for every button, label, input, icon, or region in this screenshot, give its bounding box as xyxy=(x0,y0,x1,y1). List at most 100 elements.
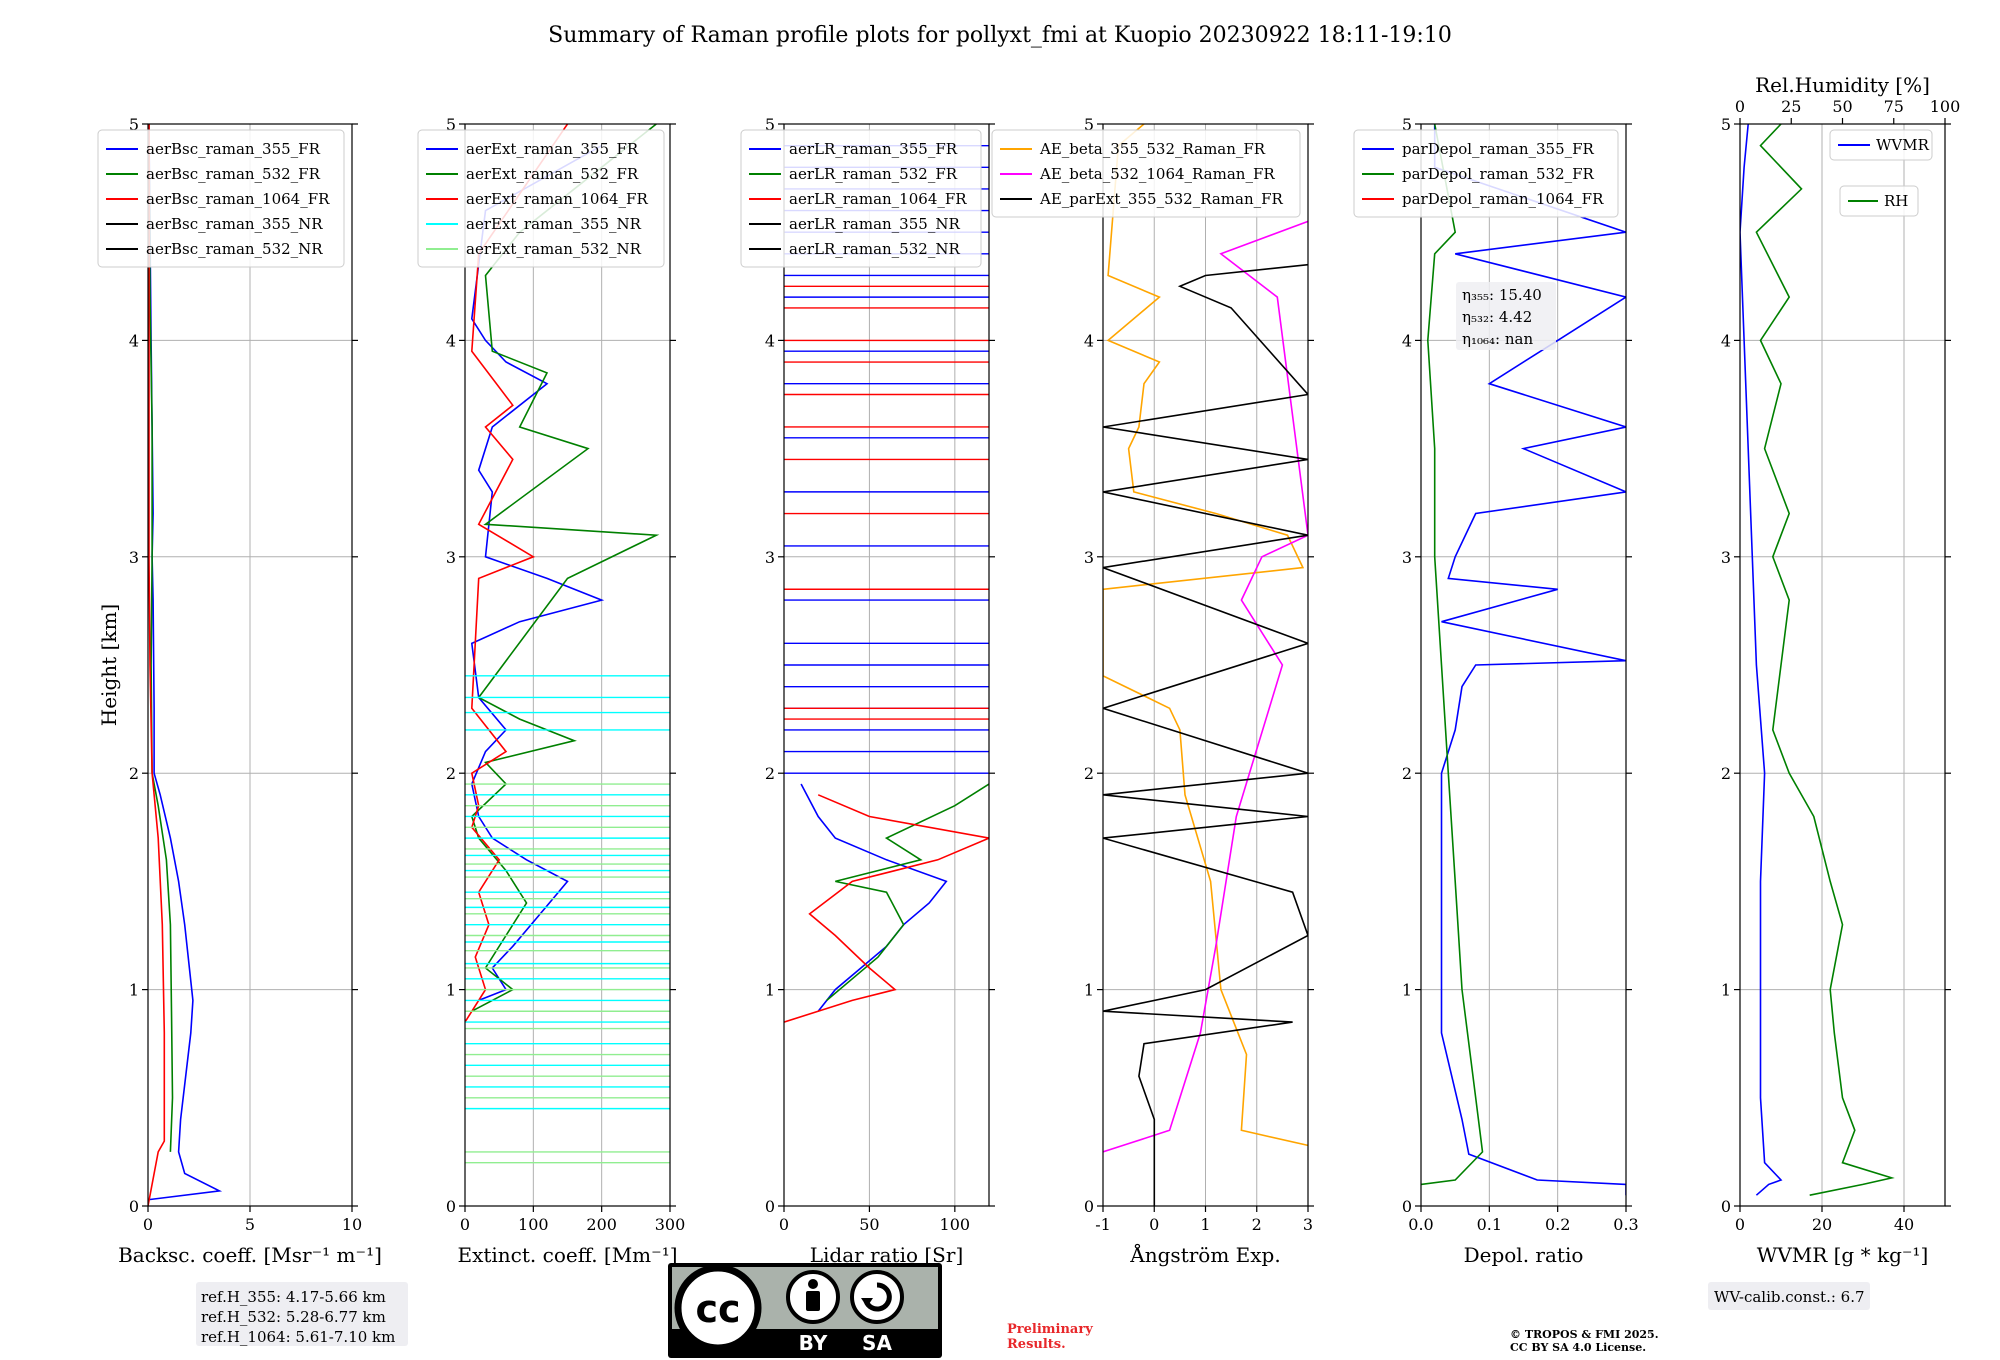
legend-entry: parDepol_raman_355_FR xyxy=(1402,140,1595,158)
ref-height-1064: ref.H_1064: 5.61-7.10 km xyxy=(201,1328,395,1346)
y-tick-label: 1 xyxy=(446,981,456,1000)
x-tick-label: 0.3 xyxy=(1613,1215,1638,1234)
y-tick-label: 4 xyxy=(129,331,139,350)
legend-entry: aerBsc_raman_532_FR xyxy=(146,165,321,183)
x-tick-label: 2 xyxy=(1252,1215,1262,1234)
top-x-tick-label: 50 xyxy=(1832,97,1852,116)
y-tick-label: 4 xyxy=(1402,331,1412,350)
x-tick-label: 3 xyxy=(1303,1215,1313,1234)
legend-entry: aerBsc_raman_355_NR xyxy=(146,215,323,233)
top-x-tick-label: 0 xyxy=(1735,97,1745,116)
legend-entry: AE_beta_355_532_Raman_FR xyxy=(1039,140,1266,158)
y-tick-label: 2 xyxy=(129,764,139,783)
y-tick-label: 2 xyxy=(1084,764,1094,783)
legend-entry: aerLR_raman_532_FR xyxy=(789,165,958,183)
x-tick-label: 40 xyxy=(1894,1215,1914,1234)
copyright-line2: CC BY SA 4.0 License. xyxy=(1510,1341,1646,1354)
y-tick-label: 1 xyxy=(1084,981,1094,1000)
legend-entry: aerLR_raman_355_FR xyxy=(789,140,958,158)
top-axis-label: Rel.Humidity [%] xyxy=(1755,73,1930,97)
y-tick-label: 1 xyxy=(765,981,775,1000)
share-alike-icon xyxy=(850,1270,904,1324)
y-tick-label: 4 xyxy=(765,331,775,350)
x-axis-label: Ångström Exp. xyxy=(1129,1242,1280,1267)
y-tick-label: 3 xyxy=(1084,548,1094,567)
y-tick-label: 1 xyxy=(1721,981,1731,1000)
legend-entry: aerLR_raman_1064_FR xyxy=(789,190,967,208)
eta-value: η₅₃₂: 4.42 xyxy=(1462,308,1532,326)
y-tick-label: 0 xyxy=(446,1197,456,1216)
y-tick-label: 0 xyxy=(765,1197,775,1216)
series-aerBsc_raman_532_FR xyxy=(148,124,174,1152)
panel-depol: 0 1 2 3 4 5 0.0 0.1 0.2 0.3 Depol. ratio parDepol_r… xyxy=(1353,115,1639,1267)
x-tick-label: 100 xyxy=(940,1215,971,1234)
x-axis-label: Extinct. coeff. [Mm⁻¹] xyxy=(457,1243,677,1267)
copyright-line1: © TROPOS & FMI 2025. xyxy=(1510,1328,1659,1341)
top-x-tick-label: 75 xyxy=(1884,97,1904,116)
y-tick-label: 3 xyxy=(1402,548,1412,567)
ref-height-355: ref.H_355: 4.17-5.66 km xyxy=(201,1288,386,1306)
y-tick-label: 5 xyxy=(765,115,775,134)
x-tick-label: 0 xyxy=(143,1215,153,1234)
legend-entry: aerLR_raman_532_NR xyxy=(789,240,960,258)
legend-entry: AE_beta_532_1064_Raman_FR xyxy=(1039,165,1275,183)
x-tick-label: 0 xyxy=(1149,1215,1159,1234)
x-tick-label: 100 xyxy=(518,1215,549,1234)
x-axis-label: Depol. ratio xyxy=(1464,1243,1584,1267)
calib-box xyxy=(1708,1282,1870,1310)
x-tick-label: 0.1 xyxy=(1477,1215,1502,1234)
legend-entry: RH xyxy=(1884,192,1908,210)
legend-box xyxy=(1353,129,1619,218)
eta-value: η₁₀₆₄: nan xyxy=(1462,330,1533,348)
legend-entry: AE_parExt_355_532_Raman_FR xyxy=(1039,190,1284,208)
legend-entry: aerExt_raman_355_FR xyxy=(466,140,639,158)
cc-logo-icon xyxy=(674,1264,762,1352)
axes-frame xyxy=(1420,123,1627,1207)
y-tick-label: 3 xyxy=(765,548,775,567)
series-aerExt_raman_355_FR xyxy=(470,144,605,1002)
legend-entry: aerExt_raman_532_FR xyxy=(466,165,639,183)
series-group xyxy=(1103,124,1308,1206)
legend-box xyxy=(97,129,345,268)
series-group xyxy=(465,124,670,1164)
legend-box xyxy=(1839,185,1919,217)
legend-entry: aerBsc_raman_355_FR xyxy=(146,140,321,158)
series-RH xyxy=(1755,124,1895,1196)
x-tick-label: 0.0 xyxy=(1408,1215,1433,1234)
x-tick-label: 50 xyxy=(859,1215,879,1234)
series-parDepol_raman_355_FR xyxy=(1433,124,1626,1196)
series-aerLR_raman_1064_FR xyxy=(784,794,989,1023)
cc-logo-text: cc xyxy=(695,1287,740,1331)
cc-by-sa-badge: cc BY SA xyxy=(668,1263,942,1358)
legend-entry: aerLR_raman_355_NR xyxy=(789,215,960,233)
top-x-tick-label: 100 xyxy=(1930,97,1961,116)
y-tick-label: 3 xyxy=(129,548,139,567)
series-AE_beta_355_532_Raman_FR xyxy=(1103,124,1308,1147)
preliminary-label-line1: Preliminary xyxy=(1007,1322,1093,1337)
x-axis-label: Backsc. coeff. [Msr⁻¹ m⁻¹] xyxy=(118,1243,382,1267)
series-group xyxy=(784,144,989,1023)
x-tick-label: 0 xyxy=(779,1215,789,1234)
ref-height-532: ref.H_532: 5.28-6.77 km xyxy=(201,1308,386,1326)
x-tick-label: 300 xyxy=(655,1215,686,1234)
y-tick-label: 0 xyxy=(129,1197,139,1216)
eta-value: η₃₅₅: 15.40 xyxy=(1462,286,1542,304)
series-WVMR xyxy=(1740,124,1783,1196)
legend-entry: WVMR xyxy=(1876,136,1930,154)
x-tick-label: 0 xyxy=(460,1215,470,1234)
panel-ext: 0 1 2 3 4 5 0 100 200 300 Extinct. coeff. [Mm⁻¹] ae… xyxy=(417,115,686,1267)
eta-box xyxy=(1456,282,1556,350)
y-tick-label: 1 xyxy=(1402,981,1412,1000)
ref-heights-box xyxy=(196,1282,408,1346)
series-group xyxy=(148,124,223,1206)
y-axis-label: Height [km] xyxy=(97,604,121,726)
y-tick-label: 5 xyxy=(129,115,139,134)
wv-calib-const: WV-calib.const.: 6.7 xyxy=(1714,1288,1865,1306)
x-tick-label: -1 xyxy=(1095,1215,1111,1234)
x-axis-label: WVMR [g * kg⁻¹] xyxy=(1757,1243,1929,1267)
legend-box xyxy=(1829,129,1933,161)
legend-entry: aerExt_raman_1064_FR xyxy=(466,190,648,208)
